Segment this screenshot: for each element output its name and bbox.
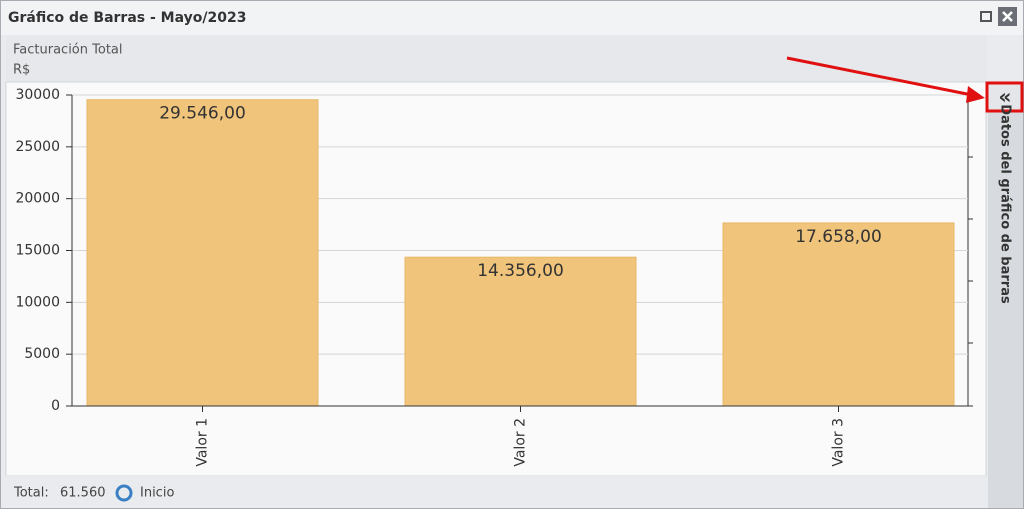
x-tick-label: Valor 3 xyxy=(831,418,847,467)
value-label: 14.356,00 xyxy=(477,261,564,281)
maximize-button[interactable] xyxy=(980,11,992,22)
close-icon xyxy=(1002,11,1013,22)
footer xyxy=(6,476,986,508)
y-tick-label: 30000 xyxy=(15,87,60,103)
total-value: 61.560 xyxy=(60,486,106,501)
chart-title: Facturación Total xyxy=(13,43,123,58)
total-label: Total: xyxy=(13,486,49,501)
side-panel[interactable] xyxy=(988,82,1023,508)
y-tick-label: 20000 xyxy=(15,191,60,207)
y-tick-label: 15000 xyxy=(15,243,60,259)
value-label: 29.546,00 xyxy=(159,104,246,124)
right-axis-ticks xyxy=(968,94,973,407)
chart-header xyxy=(6,36,986,82)
home-link[interactable]: Inicio xyxy=(140,486,174,501)
y-tick-label: 0 xyxy=(51,398,60,414)
annotation-arrowhead xyxy=(966,86,985,103)
bar xyxy=(722,222,955,407)
x-tick-label: Valor 2 xyxy=(513,418,529,467)
y-tick-label: 5000 xyxy=(24,346,60,362)
side-panel-button-icon: « xyxy=(999,85,1012,109)
y-unit: R$ xyxy=(13,63,30,78)
side-panel-button[interactable] xyxy=(985,81,1024,113)
side-panel-label: Datos del gráfico de barras xyxy=(998,104,1013,304)
y-tick-label: 25000 xyxy=(15,139,60,155)
title-bar xyxy=(1,1,1023,35)
value-label: 17.658,00 xyxy=(795,227,882,247)
bar xyxy=(86,99,319,407)
window-title: Gráfico de Barras - Mayo/2023 xyxy=(8,10,246,26)
x-tick-label: Valor 1 xyxy=(195,418,211,467)
home-icon[interactable] xyxy=(115,484,133,502)
y-tick-label: 10000 xyxy=(15,294,60,310)
annotation-arrow xyxy=(786,56,973,97)
